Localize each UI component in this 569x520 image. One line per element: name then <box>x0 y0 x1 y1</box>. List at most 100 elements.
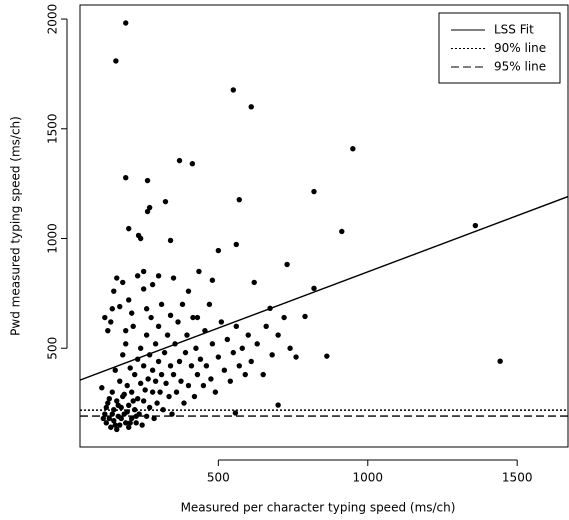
point <box>163 380 169 387</box>
point <box>140 268 147 275</box>
point <box>109 306 115 312</box>
point <box>185 288 192 294</box>
point <box>194 314 201 321</box>
x-tick-label: 1000 <box>353 471 384 485</box>
point <box>102 314 108 321</box>
point <box>175 319 181 325</box>
point <box>126 297 132 303</box>
point <box>144 177 151 184</box>
point <box>137 235 144 242</box>
point <box>203 363 210 369</box>
point <box>123 20 129 26</box>
point <box>155 323 162 329</box>
plot-box <box>79 4 569 448</box>
point <box>124 382 130 389</box>
point <box>281 314 287 321</box>
y-axis-label: Pwd measured typing speed (ms/ch) <box>9 116 23 336</box>
point <box>131 371 138 378</box>
point <box>146 204 153 211</box>
point <box>167 312 174 319</box>
point <box>184 332 190 338</box>
point <box>215 247 222 254</box>
point <box>182 349 189 356</box>
point <box>339 228 345 235</box>
point <box>120 279 126 286</box>
point <box>215 354 222 360</box>
point <box>189 160 196 167</box>
point <box>176 157 183 164</box>
point <box>148 314 154 321</box>
point <box>170 371 177 378</box>
point <box>106 415 112 422</box>
point <box>275 332 281 338</box>
point <box>112 367 118 373</box>
x-tick-label: 500 <box>207 471 230 485</box>
point <box>311 188 317 195</box>
point <box>164 332 171 338</box>
point <box>137 345 144 351</box>
legend-label: LSS Fit <box>494 23 534 37</box>
point <box>206 301 213 308</box>
point <box>114 398 120 404</box>
point <box>176 358 183 365</box>
point <box>232 410 239 416</box>
point <box>128 389 135 395</box>
point <box>167 363 174 369</box>
point <box>248 104 254 110</box>
point <box>162 198 169 205</box>
point <box>166 393 172 400</box>
point <box>173 389 180 395</box>
point <box>254 341 260 347</box>
point <box>251 279 257 286</box>
point <box>179 301 186 308</box>
legend-label: 90% line <box>494 41 546 55</box>
point <box>155 273 162 279</box>
point <box>149 367 156 373</box>
point <box>140 363 147 369</box>
point <box>350 146 356 152</box>
y-tick-label: 2000 <box>46 4 60 35</box>
point <box>133 420 139 426</box>
point <box>123 420 129 426</box>
point <box>134 396 141 402</box>
point <box>105 400 111 406</box>
point <box>126 225 132 232</box>
point <box>123 175 129 181</box>
point <box>131 406 138 413</box>
point <box>158 371 165 378</box>
point <box>111 417 117 424</box>
point <box>178 378 184 384</box>
point <box>108 319 114 325</box>
point <box>114 275 120 281</box>
point <box>230 87 237 93</box>
point <box>142 387 148 393</box>
plot-area <box>80 20 568 433</box>
point <box>112 422 118 428</box>
point <box>100 415 107 422</box>
point <box>128 415 135 422</box>
y-tick-label: 1000 <box>46 223 60 254</box>
point <box>263 323 269 329</box>
point <box>123 327 129 334</box>
point <box>284 261 290 268</box>
point <box>134 273 141 279</box>
point <box>160 406 166 413</box>
point <box>275 402 281 408</box>
reference-line <box>80 195 568 381</box>
point <box>130 398 136 404</box>
x-axis-label: Measured per character typing speed (ms/… <box>181 501 456 515</box>
point <box>118 415 124 422</box>
point <box>161 349 168 356</box>
point <box>188 363 195 369</box>
point <box>145 376 151 382</box>
point <box>233 241 239 248</box>
point <box>113 58 119 64</box>
point <box>197 356 204 362</box>
point <box>149 281 156 288</box>
point <box>143 306 150 312</box>
point <box>117 422 123 428</box>
point <box>143 332 150 338</box>
point <box>137 380 144 387</box>
point <box>99 385 105 391</box>
point <box>209 277 216 283</box>
